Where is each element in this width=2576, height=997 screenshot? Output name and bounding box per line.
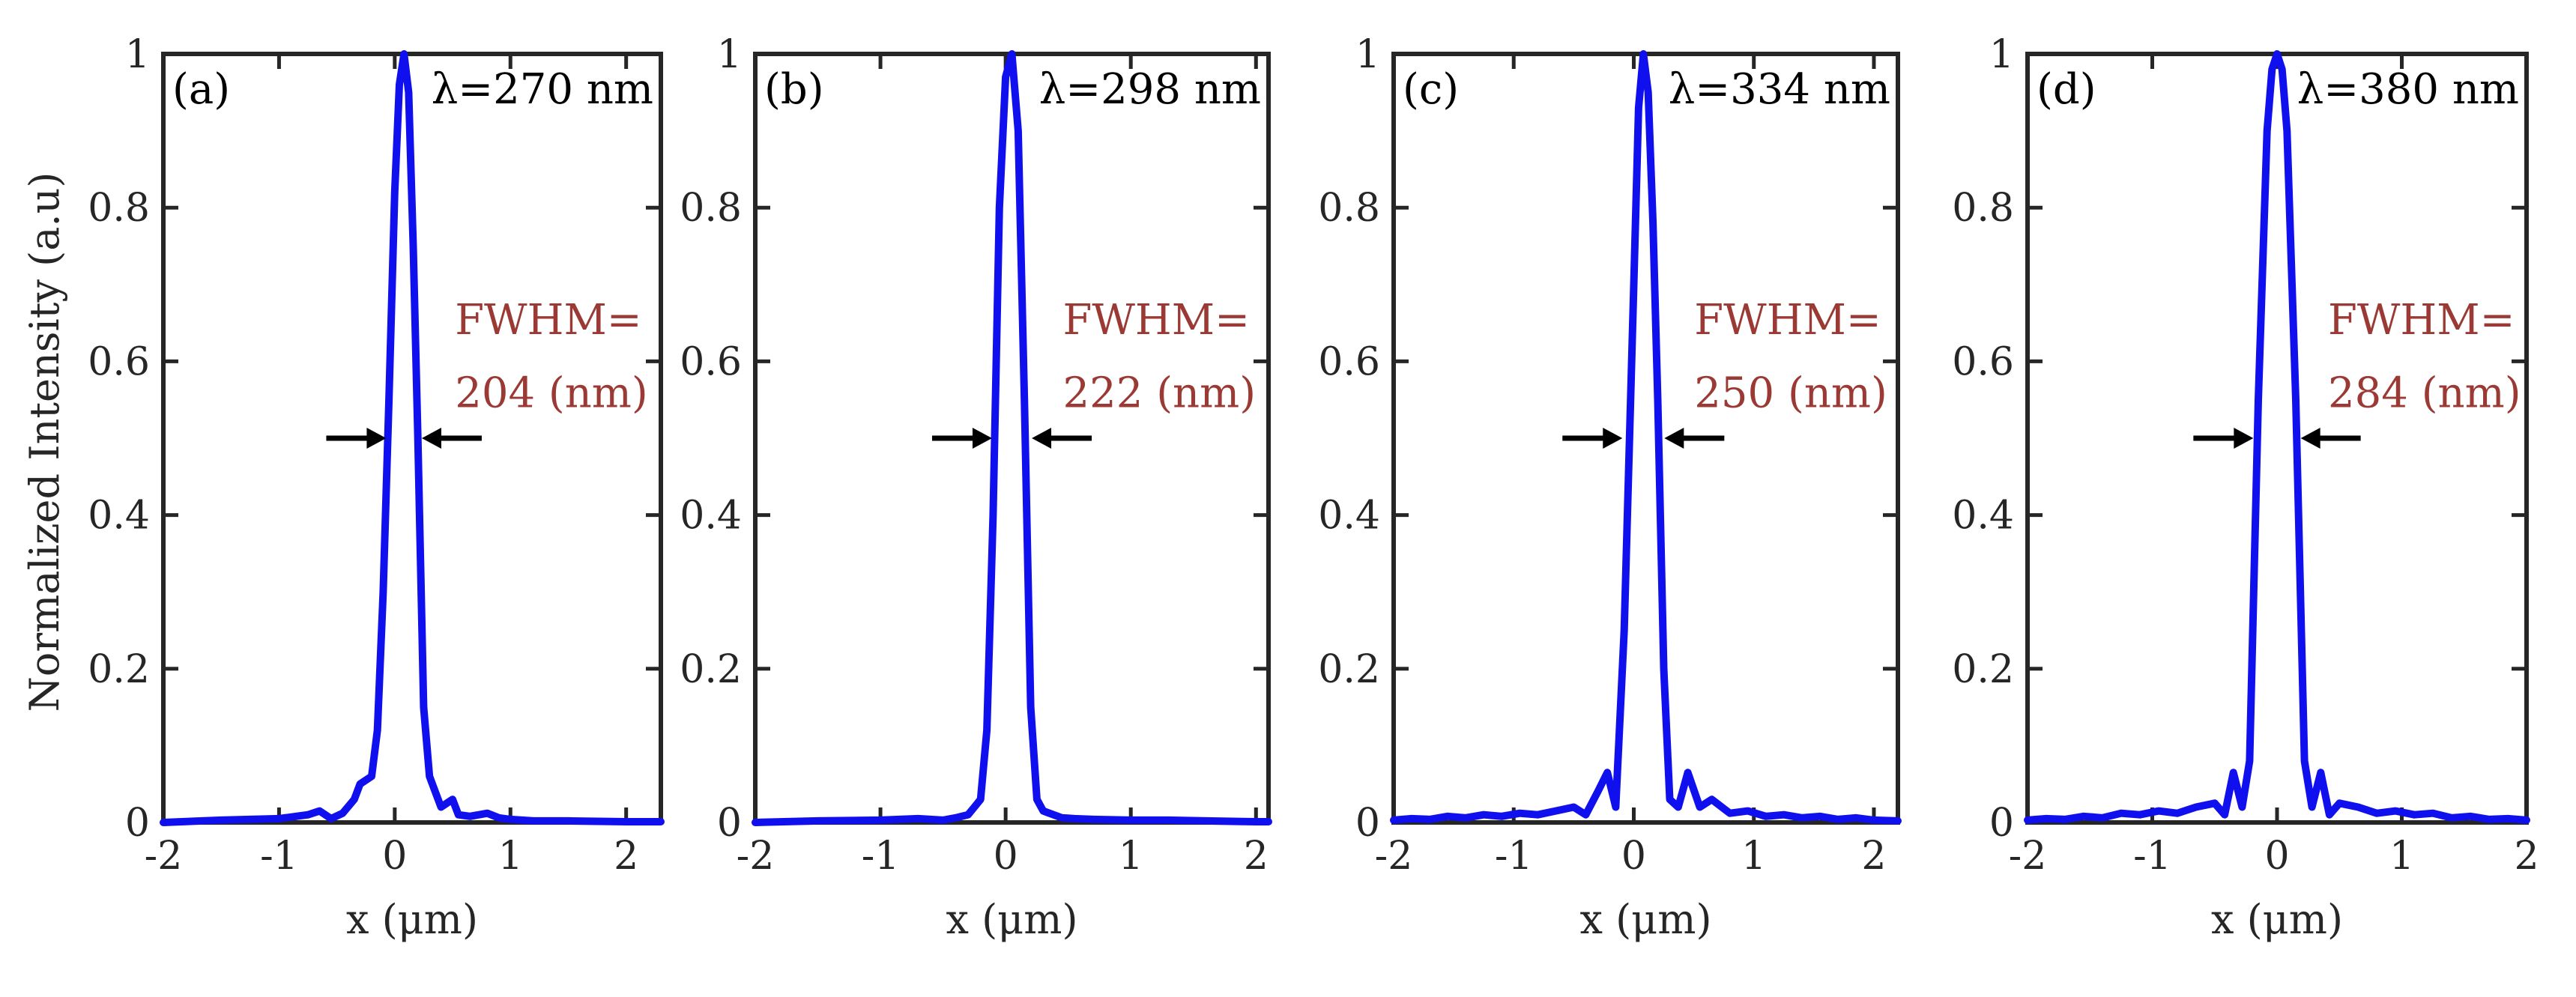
axes-frame: [753, 52, 1271, 825]
x-tick-label: -1: [2133, 834, 2171, 879]
fwhm-arrowhead-left: [972, 428, 992, 449]
panel-label: (b): [764, 65, 824, 114]
x-tick-label: 1: [1741, 834, 1766, 879]
y-tick-label: 0.2: [1318, 647, 1380, 692]
y-tick-label: 0.6: [680, 339, 742, 384]
panel-b: -2 -1 0 1 2 0 0.2 0.4 0.6 0.8 1 x (μm) (b) λ=298 nm FW…: [680, 32, 1272, 943]
x-tick-label: -2: [145, 834, 183, 879]
panel-a: -2 -1 0 1 2 0 0.2 0.4 0.6 0.8 1 x (μm) (a) λ=270 nm FW…: [88, 32, 665, 943]
fwhm-arrowhead-right: [1664, 428, 1684, 449]
x-tick-label: -1: [862, 834, 900, 879]
y-tick-label: 0.2: [680, 647, 742, 692]
intensity-series-line: [2024, 50, 2530, 824]
x-axis-label: x (μm): [1579, 896, 1711, 943]
y-tick-label: 0.8: [1318, 186, 1380, 231]
y-tick-label: 0: [125, 801, 150, 846]
y-tick-label: 0.8: [680, 186, 742, 231]
wavelength-label: λ=334 nm: [1669, 65, 1890, 114]
x-tick-label: 2: [614, 834, 638, 879]
axes-frame: [1391, 52, 1900, 825]
x-axis-label: x (μm): [946, 896, 1077, 943]
x-axis-label: x (μm): [346, 896, 478, 943]
fwhm-value: 284 (nm): [2328, 369, 2521, 417]
y-tick-label: 0.6: [1952, 339, 2014, 384]
panel-d: -2 -1 0 1 2 0 0.2 0.4 0.6 0.8 1 x (μm) (d) λ=380 nm FW…: [1952, 32, 2539, 943]
fwhm-arrowhead-left: [366, 428, 387, 449]
y-tick-label: 1: [125, 32, 150, 77]
y-tick-label: 0.2: [1952, 647, 2014, 692]
axes-frame: [2025, 52, 2529, 825]
y-tick-label: 0.4: [680, 494, 742, 539]
x-tick-label: -2: [2009, 834, 2047, 879]
panel-label: (d): [2037, 65, 2096, 114]
y-tick-label: 1: [1355, 32, 1380, 77]
fwhm-value: 222 (nm): [1063, 369, 1257, 417]
axes-frame: [161, 52, 663, 825]
x-tick-label: 0: [994, 834, 1018, 879]
fwhm-arrowhead-right: [421, 428, 441, 449]
x-tick-label: 2: [1244, 834, 1269, 879]
panel-c: -2 -1 0 1 2 0 0.2 0.4 0.6 0.8 1 x (μm) (c) λ=334 nm FW…: [1318, 32, 1902, 943]
intensity-series-line: [160, 50, 665, 826]
wavelength-label: λ=270 nm: [432, 65, 653, 114]
fwhm-arrowhead-right: [1032, 428, 1052, 449]
y-axis-label: Normalized Intensity (a.u): [21, 172, 68, 712]
fwhm-label: FWHM=: [2328, 296, 2515, 345]
x-tick-label: 1: [2389, 834, 2414, 879]
y-tick-label: 0.6: [88, 339, 150, 384]
x-tick-label: 1: [1119, 834, 1143, 879]
x-tick-label: -2: [737, 834, 775, 879]
y-tick-label: 0: [1989, 801, 2014, 846]
y-tick-label: 0: [1355, 801, 1380, 846]
y-tick-label: 1: [717, 32, 742, 77]
y-tick-label: 1: [1989, 32, 2014, 77]
x-tick-label: 0: [1621, 834, 1646, 879]
x-tick-label: -1: [1495, 834, 1533, 879]
panel-label: (a): [172, 65, 230, 114]
x-tick-label: 2: [1861, 834, 1886, 879]
y-tick-label: 0.2: [88, 647, 150, 692]
y-tick-label: 0.4: [1318, 494, 1380, 539]
panel-label: (c): [1403, 65, 1459, 114]
fwhm-arrowhead-left: [1603, 428, 1623, 449]
y-tick-label: 0.4: [88, 494, 150, 539]
intensity-series-line: [752, 50, 1272, 826]
fwhm-value: 250 (nm): [1694, 369, 1887, 417]
fwhm-label: FWHM=: [1694, 296, 1881, 345]
y-tick-label: 0.8: [88, 186, 150, 231]
intensity-series-line: [1390, 50, 1902, 825]
wavelength-label: λ=298 nm: [1039, 65, 1261, 114]
fwhm-arrowhead-right: [2300, 428, 2320, 449]
fwhm-arrowhead-left: [2234, 428, 2254, 449]
y-tick-label: 0.8: [1952, 186, 2014, 231]
x-tick-label: 0: [2264, 834, 2289, 879]
y-tick-label: 0.4: [1952, 494, 2014, 539]
y-tick-label: 0.6: [1318, 339, 1380, 384]
wavelength-label: λ=380 nm: [2297, 65, 2519, 114]
x-tick-label: 2: [2514, 834, 2539, 879]
y-tick-label: 0: [717, 801, 742, 846]
x-tick-label: 1: [498, 834, 523, 879]
fwhm-label: FWHM=: [455, 296, 642, 345]
x-axis-label: x (μm): [2211, 896, 2343, 943]
x-tick-label: 0: [382, 834, 407, 879]
fwhm-label: FWHM=: [1063, 296, 1251, 345]
x-tick-label: -1: [260, 834, 298, 879]
x-tick-label: -2: [1375, 834, 1413, 879]
fwhm-value: 204 (nm): [455, 369, 648, 417]
panels: -2 -1 0 1 2 0 0.2 0.4 0.6 0.8 1 x (μm) (a) λ=270 nm FW…: [88, 32, 2539, 943]
